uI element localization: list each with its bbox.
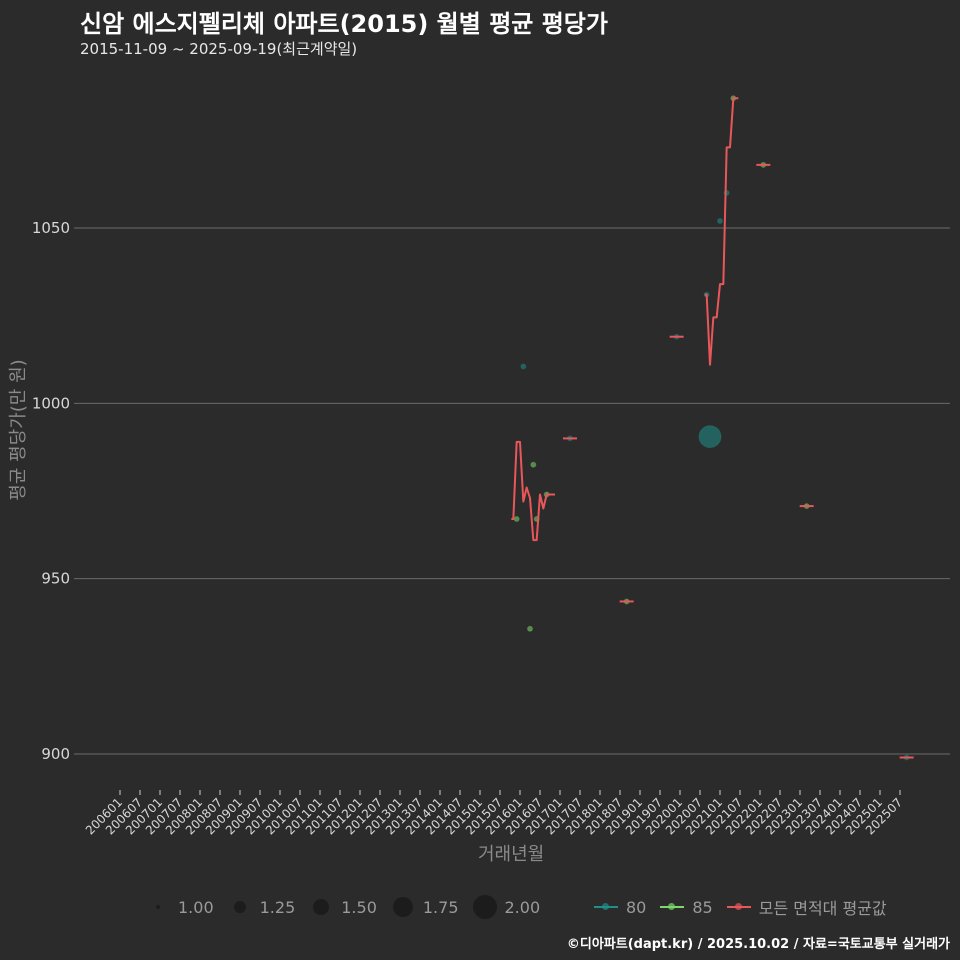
series-layer <box>511 95 914 761</box>
color-legend: 80 85 모든 면적대 평균값 <box>594 893 901 921</box>
line-dot-swatch-icon <box>594 901 618 913</box>
size-legend-label: 1.00 <box>178 897 214 917</box>
size-legend: 1.00 1.25 1.50 1.75 2.00 <box>146 893 554 921</box>
x-axis-label: 거래년월 <box>478 844 545 865</box>
chart-subtitle: 2015-11-09 ~ 2025-09-19(최근계약일) <box>80 40 358 58</box>
y-tick-label: 950 <box>41 570 70 588</box>
x-axis-ticks: 2006012006072007012007072008012008072009… <box>83 790 905 838</box>
size-circle-icon <box>472 895 497 919</box>
size-legend-item: 2.00 <box>472 895 541 919</box>
y-axis-ticks: 900 950 1000 1050 <box>32 219 70 763</box>
size-legend-item: 1.25 <box>228 897 296 917</box>
color-legend-item: 85 <box>660 897 713 917</box>
avg-line <box>511 440 555 542</box>
color-legend-item: 모든 면적대 평균값 <box>726 895 887 919</box>
grid-lines <box>74 227 950 755</box>
size-legend-item: 1.50 <box>309 898 377 917</box>
y-tick-label: 1000 <box>32 394 70 412</box>
size-legend-label: 1.50 <box>341 897 377 917</box>
size-legend-item: 1.00 <box>146 898 214 917</box>
y-tick-label: 1050 <box>32 219 70 237</box>
size-circle-icon <box>392 897 413 917</box>
size-legend-label: 2.00 <box>504 897 541 917</box>
size-circle-icon <box>233 901 246 913</box>
color-legend-label: 85 <box>692 897 713 917</box>
size-legend-label: 1.75 <box>422 897 459 917</box>
line-dot-swatch-icon <box>660 901 685 913</box>
data-point-85 <box>513 516 520 523</box>
footer-credit: ©디아파트(dapt.kr) / 2025.10.02 / 자료=국토교통부 실… <box>566 937 950 952</box>
size-circle-icon <box>313 899 330 915</box>
data-point-80 <box>698 425 722 449</box>
size-circle-icon <box>156 905 160 909</box>
data-point-80 <box>717 217 723 224</box>
size-legend-item: 1.75 <box>391 897 459 917</box>
size-legend-label: 1.25 <box>259 897 296 917</box>
data-point-85 <box>527 625 533 632</box>
line-dot-swatch-icon <box>726 901 751 913</box>
avg-line <box>704 97 739 366</box>
data-point-80 <box>520 363 527 370</box>
color-legend-label: 모든 면적대 평균값 <box>758 899 887 918</box>
y-tick-label: 900 <box>41 745 70 763</box>
y-axis-label: 평균 평당가(만 원) <box>8 359 29 501</box>
color-legend-label: 80 <box>626 897 647 917</box>
chart-title: 신암 에스지펠리체 아파트(2015) 월별 평균 평당가 <box>80 10 608 38</box>
data-point-85 <box>530 461 537 468</box>
color-legend-item: 80 <box>594 898 646 917</box>
